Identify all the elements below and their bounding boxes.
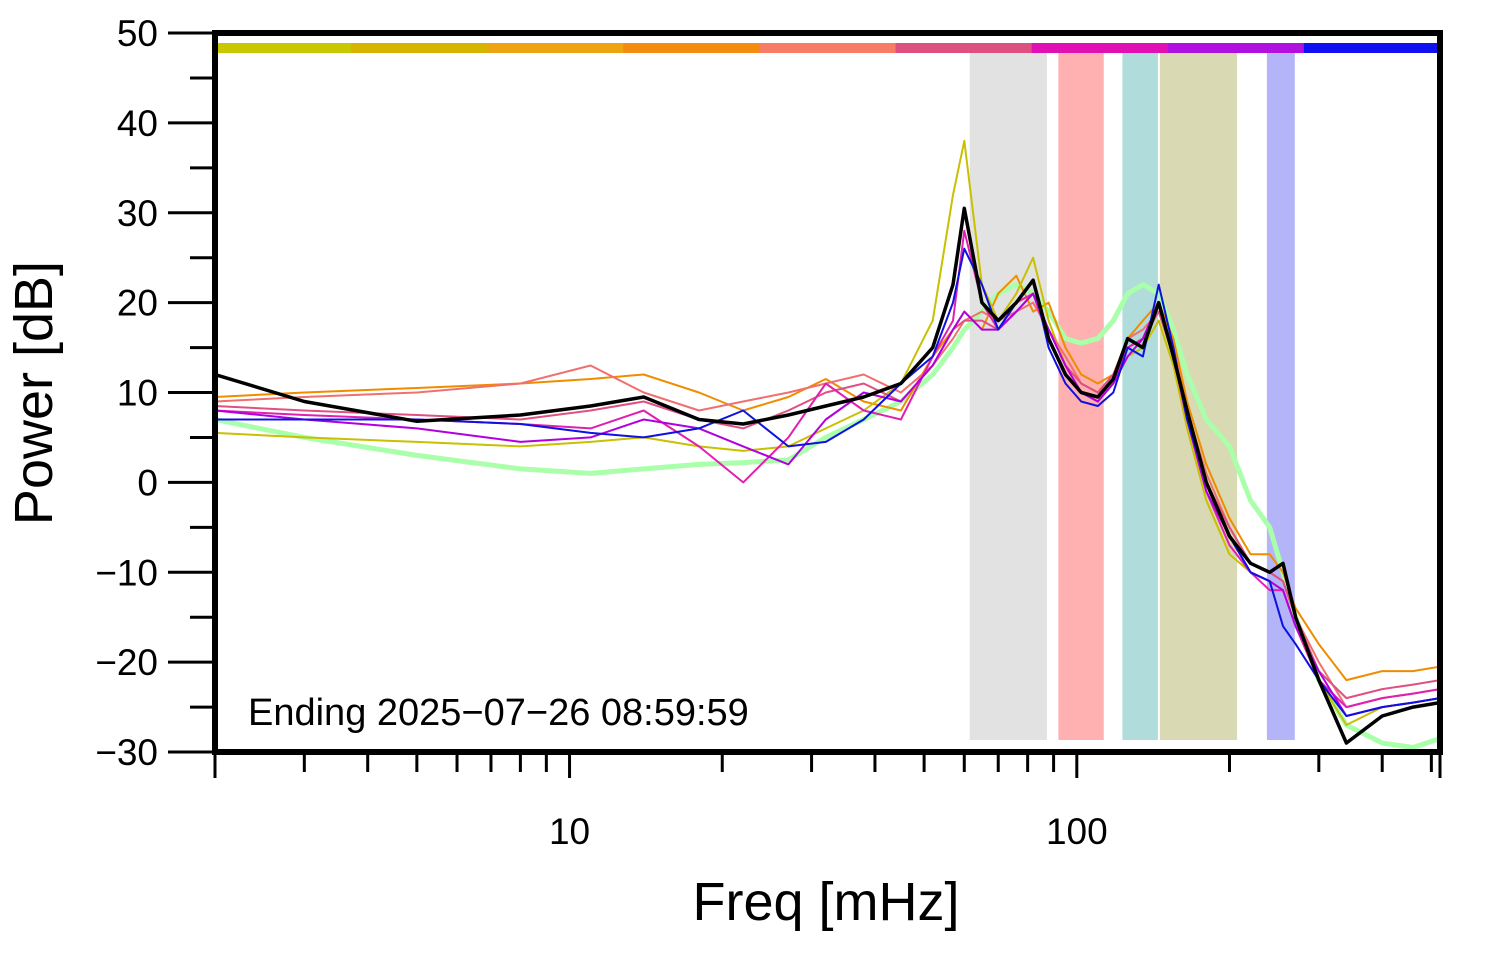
series-line [215, 139, 1440, 726]
band [969, 53, 1047, 740]
top-bar-segment [1031, 43, 1169, 53]
y-axis-label: Power [dB] [4, 261, 64, 525]
series-line [215, 229, 1440, 709]
axes: −30 −20 −10 0 10 20 30 40 50 10 100 [95, 13, 1443, 852]
y-tick-label: −10 [95, 552, 158, 593]
series-line [215, 292, 1440, 700]
series-line [215, 247, 1440, 717]
y-tick-label: 50 [117, 13, 158, 54]
y-tick-label: 20 [117, 283, 158, 324]
band [1266, 53, 1295, 740]
y-tick-label: 30 [117, 193, 158, 234]
x-tick-label: 100 [1046, 811, 1108, 852]
top-bar-segment [623, 43, 760, 53]
x-tick-label: 10 [549, 811, 590, 852]
top-bar-segment [215, 43, 352, 53]
y-tick-label: −30 [95, 732, 158, 773]
top-bar-segment [351, 43, 488, 53]
x-axis-label: Freq [mHz] [692, 872, 959, 932]
y-tick-label: 0 [137, 462, 158, 503]
y-tick-label: 10 [117, 373, 158, 414]
series-line [215, 274, 1440, 682]
y-tick-label: 40 [117, 103, 158, 144]
top-bar-segment [759, 43, 897, 53]
top-bar-segment [487, 43, 624, 53]
series-line [215, 292, 1440, 717]
band [1122, 53, 1158, 740]
top-bar-segment [895, 43, 1033, 53]
y-tick-label: −20 [95, 642, 158, 683]
annotation: Ending 2025−07−26 08:59:59 [248, 692, 749, 734]
top-bar-segment [1167, 43, 1305, 53]
series-line [215, 206, 1440, 745]
lines [215, 139, 1440, 750]
top-bar-segment [1303, 43, 1441, 53]
series-line [215, 282, 1440, 750]
